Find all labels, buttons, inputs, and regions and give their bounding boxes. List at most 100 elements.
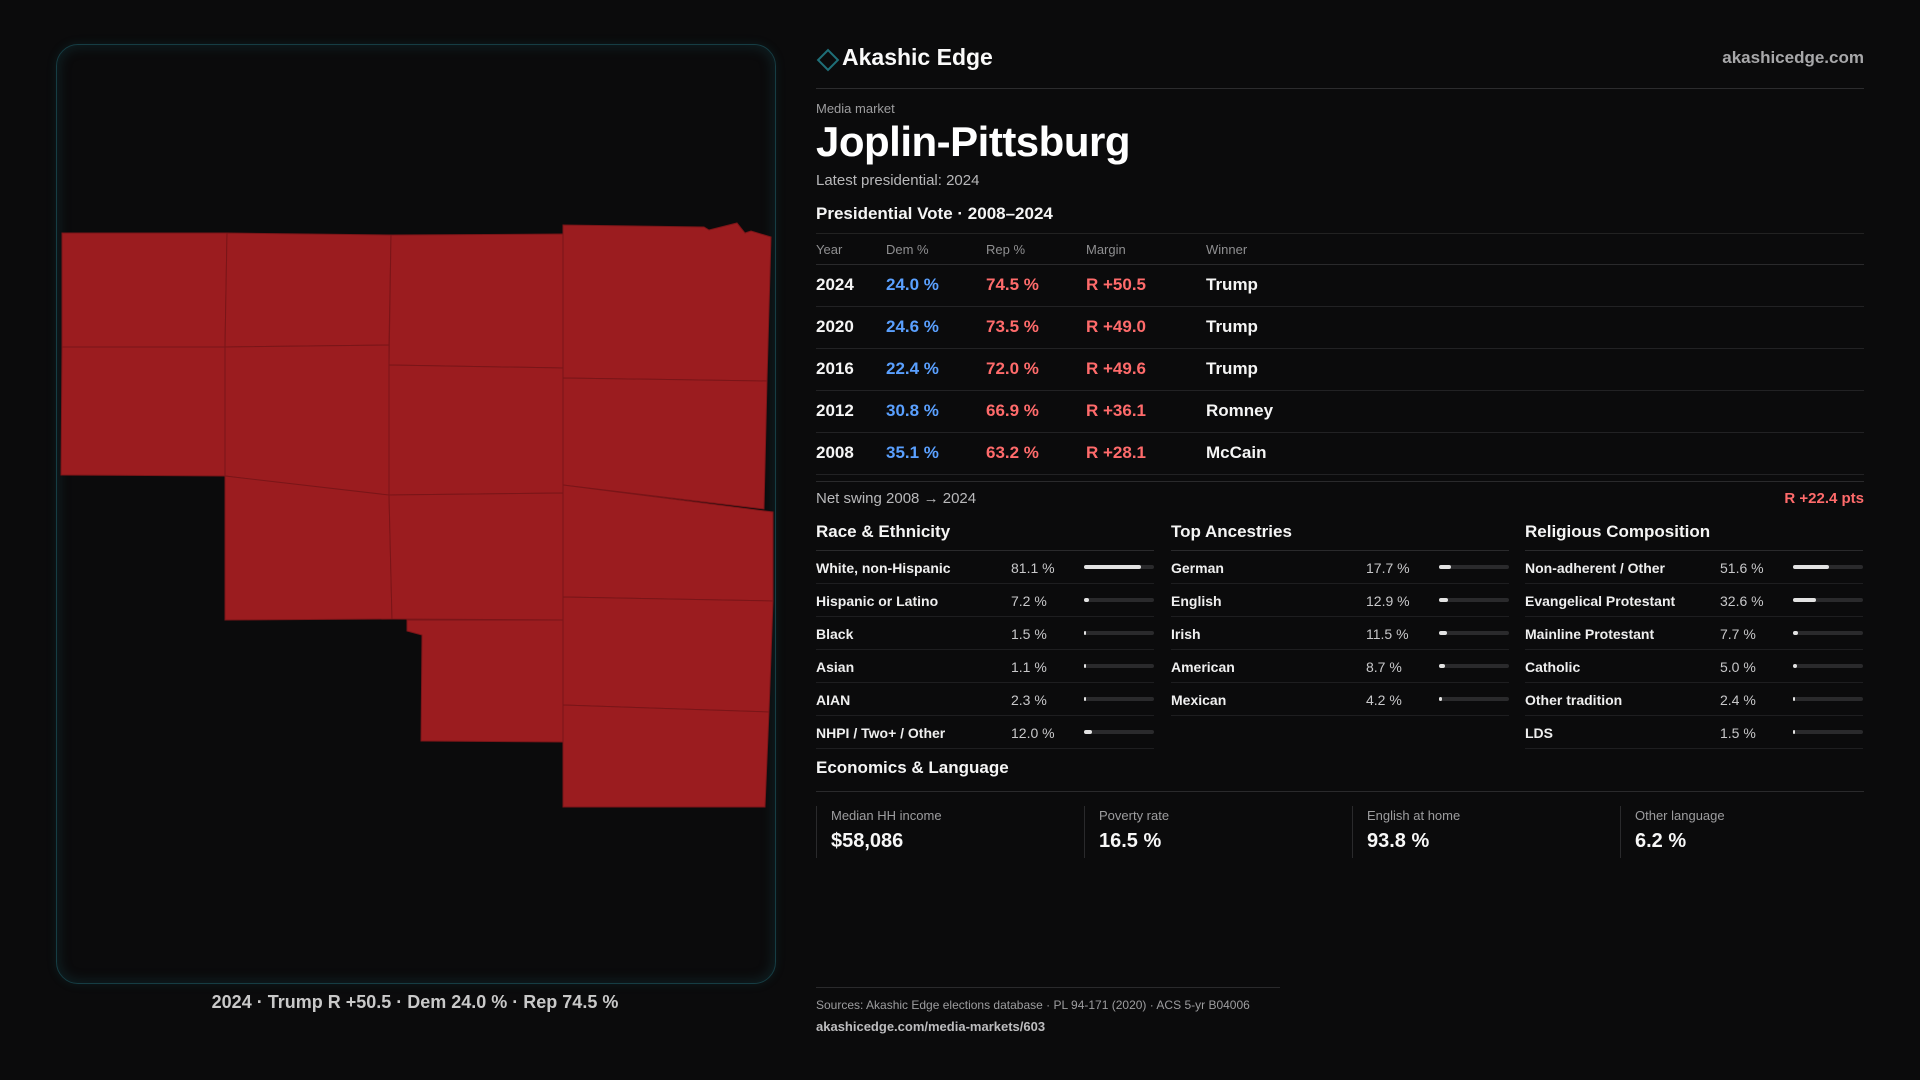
econ-label: Median HH income [831,808,942,823]
item-label: Evangelical Protestant [1525,593,1676,609]
list-item: Asian 1.1 % [816,650,1154,683]
item-percent: 4.2 % [1366,692,1402,708]
row-winner: McCain [1206,443,1267,462]
diamond-logo-icon [816,48,840,72]
religion-section: Religious Composition Non-adherent / Oth… [1525,520,1863,749]
sources-link[interactable]: akashicedge.com/media-markets/603 [816,1019,1046,1034]
econ-label: English at home [1367,808,1461,823]
county-3 [388,233,564,369]
race-heading: Race & Ethnicity [816,520,1154,551]
share-bar-fill [1439,697,1442,701]
row-margin: R +49.0 [1086,317,1147,336]
share-bar [1793,697,1863,701]
share-bar [1439,598,1509,602]
share-bar-fill [1084,697,1086,701]
item-percent: 12.0 % [1011,725,1055,741]
share-bar [1084,631,1154,635]
share-bar-fill [1084,730,1093,734]
brand-url-link[interactable]: akashicedge.com [1722,48,1864,67]
row-winner: Trump [1206,317,1258,336]
row-dem: 30.8 % [886,401,939,420]
list-item: American 8.7 % [1171,650,1509,683]
item-label: AIAN [816,692,851,708]
county-14 [562,704,770,808]
econ-value: 93.8 % [1367,830,1430,852]
table-row: 2024 24.0 % 74.5 % R +50.5 Trump [816,265,1864,307]
vote-table-heading: Presidential Vote · 2008–2024 [816,204,1053,223]
share-bar-fill [1793,598,1816,602]
county-map-panel[interactable] [56,44,776,984]
item-percent: 7.7 % [1720,626,1756,642]
sources-footer: Sources: Akashic Edge elections database… [816,987,1280,1034]
row-dem: 22.4 % [886,359,939,378]
list-item: White, non-Hispanic 81.1 % [816,551,1154,584]
share-bar [1084,598,1154,602]
presidential-vote-table: Year Dem % Rep % Margin Winner 2024 24.0… [816,233,1864,475]
list-item: Mexican 4.2 % [1171,683,1509,716]
table-row: 2020 24.6 % 73.5 % R +49.0 Trump [816,307,1864,349]
row-rep: 66.9 % [986,401,1039,420]
col-rep: Rep % [986,242,1026,257]
item-label: Catholic [1525,659,1581,675]
economics-heading: Economics & Language [816,758,1864,792]
county-4 [562,222,772,382]
item-label: Black [816,626,854,642]
list-item: LDS 1.5 % [1525,716,1863,749]
item-percent: 7.2 % [1011,593,1047,609]
row-year: 2012 [816,401,854,420]
row-rep: 72.0 % [986,359,1039,378]
share-bar [1084,565,1154,569]
share-bar [1793,598,1863,602]
list-item: AIAN 2.3 % [816,683,1154,716]
item-percent: 81.1 % [1011,560,1055,576]
county-12 [562,596,774,713]
county-13 [406,619,564,743]
econ-label: Other language [1635,808,1725,823]
county-map[interactable] [57,45,775,983]
item-label: Mainline Protestant [1525,626,1655,642]
item-label: Non-adherent / Other [1525,560,1666,576]
ancestry-section: Top Ancestries German 17.7 % English 12.9 %… [1171,520,1509,716]
row-dem: 24.0 % [886,275,939,294]
item-label: English [1171,593,1222,609]
item-percent: 51.6 % [1720,560,1764,576]
econ-value: 6.2 % [1635,830,1687,852]
col-year: Year [816,242,843,257]
latest-election: Latest presidential: 2024 [816,172,980,189]
item-label: Hispanic or Latino [816,593,939,609]
share-bar-fill [1439,664,1446,668]
share-bar-fill [1084,664,1086,668]
item-percent: 17.7 % [1366,560,1410,576]
religion-list: Non-adherent / Other 51.6 % Evangelical Pr… [1525,551,1863,749]
share-bar-fill [1793,730,1795,734]
econ-stat-other-language: Other language 6.2 % [1620,806,1871,858]
brand-name[interactable]: Akashic Edge [842,44,993,70]
item-label: Mexican [1171,692,1227,708]
county-6 [224,344,390,498]
net-swing-label: Net swing 2008 → 2024 [816,490,977,507]
item-percent: 2.4 % [1720,692,1756,708]
row-rep: 74.5 % [986,275,1039,294]
row-year: 2016 [816,359,854,378]
share-bar-fill [1793,631,1799,635]
row-winner: Romney [1206,401,1274,420]
list-item: Hispanic or Latino 7.2 % [816,584,1154,617]
list-item: English 12.9 % [1171,584,1509,617]
share-bar-fill [1439,631,1448,635]
ancestry-heading: Top Ancestries [1171,520,1509,551]
map-caption: 2024 · Trump R +50.5 · Dem 24.0 % · Rep … [211,992,619,1012]
share-bar [1439,697,1509,701]
item-percent: 2.3 % [1011,692,1047,708]
market-eyebrow: Media market [816,101,895,116]
item-percent: 1.1 % [1011,659,1047,675]
row-rep: 73.5 % [986,317,1039,336]
share-bar-fill [1439,598,1449,602]
item-label: German [1171,560,1224,576]
econ-label: Poverty rate [1099,808,1170,823]
net-swing-value: R +22.4 pts [1784,490,1864,507]
religion-heading: Religious Composition [1525,520,1863,551]
list-item: Non-adherent / Other 51.6 % [1525,551,1863,584]
list-item: Evangelical Protestant 32.6 % [1525,584,1863,617]
row-margin: R +49.6 [1086,359,1147,378]
item-label: Other tradition [1525,692,1623,708]
